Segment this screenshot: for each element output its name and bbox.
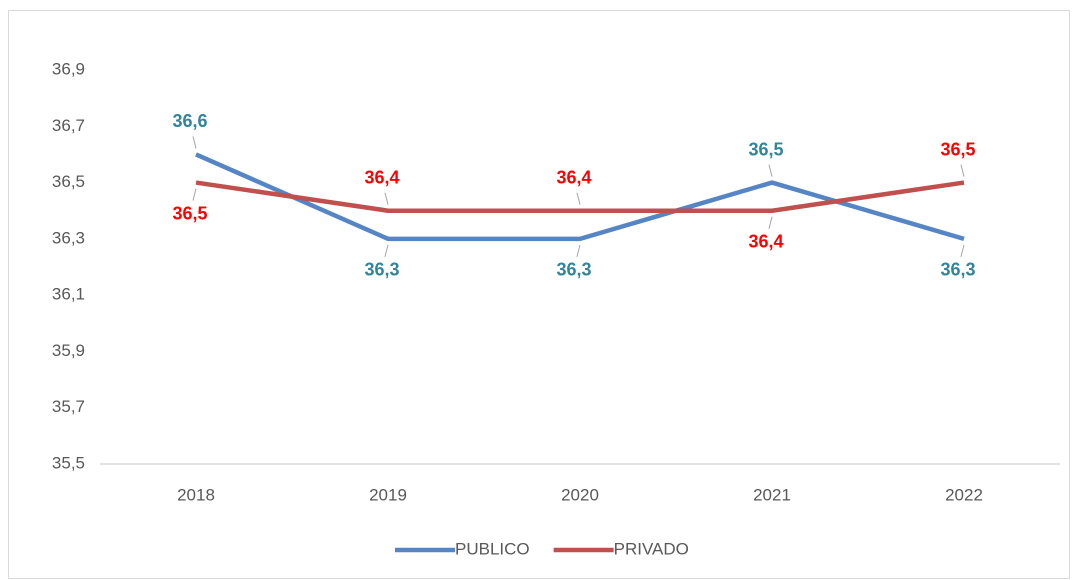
- data-label: 36,4: [556, 167, 591, 187]
- leader-line: [768, 164, 773, 177]
- x-tick-label: 2022: [945, 485, 983, 504]
- y-tick-label: 36,7: [52, 116, 85, 135]
- legend-label: PUBLICO: [455, 539, 530, 558]
- x-tick-label: 2020: [561, 485, 599, 504]
- x-tick-label: 2018: [177, 485, 215, 504]
- y-tick-label: 36,5: [52, 172, 85, 191]
- leader-line: [768, 216, 773, 229]
- leader-line: [192, 136, 197, 149]
- data-label: 36,6: [172, 111, 207, 131]
- leader-line: [960, 164, 965, 177]
- x-tick-label: 2021: [753, 485, 791, 504]
- data-label: 36,5: [940, 139, 975, 159]
- data-label: 36,5: [172, 203, 207, 223]
- data-label: 36,3: [940, 260, 975, 280]
- leader-line: [576, 244, 581, 257]
- leader-line: [384, 244, 389, 257]
- y-tick-label: 36,3: [52, 228, 85, 247]
- leader-line: [576, 192, 581, 205]
- leader-line: [384, 192, 389, 205]
- y-tick-label: 35,7: [52, 397, 85, 416]
- data-label: 36,3: [364, 260, 399, 280]
- leader-line: [960, 244, 965, 257]
- x-tick-label: 2019: [369, 485, 407, 504]
- y-tick-label: 36,1: [52, 285, 85, 304]
- y-tick-label: 36,9: [52, 59, 85, 78]
- series-line: [195, 180, 965, 213]
- y-tick-label: 35,5: [52, 453, 85, 472]
- data-label: 36,4: [748, 231, 783, 251]
- leader-line: [192, 188, 197, 201]
- data-label: 36,5: [748, 139, 783, 159]
- y-tick-label: 35,9: [52, 341, 85, 360]
- chart-border: [8, 10, 1070, 579]
- data-label: 36,3: [556, 260, 591, 280]
- legend-label: PRIVADO: [614, 539, 689, 558]
- data-label: 36,4: [364, 167, 399, 187]
